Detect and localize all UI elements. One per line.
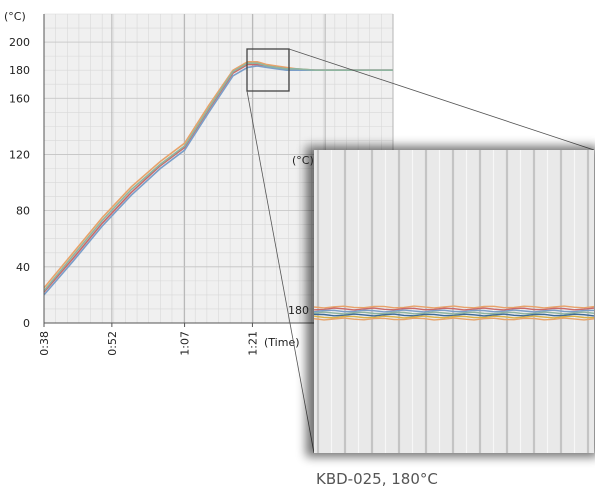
inset-y-unit-label: (°C) bbox=[292, 154, 314, 167]
x-tick-label: 1:07 bbox=[179, 331, 192, 356]
y-tick-label: 80 bbox=[16, 205, 30, 218]
zoom-connector-line bbox=[288, 48, 595, 151]
inset-series-line bbox=[313, 307, 595, 311]
y-tick-label: 180 bbox=[9, 64, 30, 77]
inset-series-line bbox=[313, 305, 595, 309]
zoom-inset-chart: (°C) 180 bbox=[288, 146, 595, 457]
inset-y-tick-180: 180 bbox=[288, 304, 309, 317]
zoom-region-box bbox=[246, 48, 290, 92]
y-tick-label: 120 bbox=[9, 148, 30, 161]
chart-caption: KBD-025, 180°C bbox=[316, 470, 438, 488]
inset-series bbox=[313, 305, 595, 321]
inset-grid bbox=[316, 150, 590, 453]
y-tick-label: 160 bbox=[9, 92, 30, 105]
inset-series-line bbox=[313, 309, 594, 313]
y-unit-label: (°C) bbox=[4, 10, 26, 23]
x-tick-label: 1:21 bbox=[246, 331, 259, 356]
inset-series-line bbox=[313, 315, 595, 319]
zoom-connector-line bbox=[246, 90, 315, 454]
x-tick-label: 0:38 bbox=[38, 331, 51, 356]
x-tick-label: 0:52 bbox=[106, 331, 119, 356]
y-tick-label: 200 bbox=[9, 36, 30, 49]
inset-series-line bbox=[313, 317, 595, 321]
y-tick-label: 0 bbox=[23, 317, 30, 330]
inset-series-line bbox=[313, 311, 595, 315]
inset-series-line bbox=[313, 313, 595, 317]
y-tick-label: 40 bbox=[16, 261, 30, 274]
x-unit-label: (Time) bbox=[264, 336, 300, 349]
